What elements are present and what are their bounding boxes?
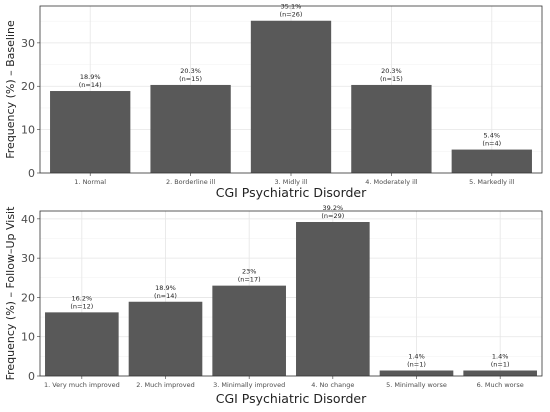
y-tick-label: 40 bbox=[21, 213, 35, 226]
x-tick-label: 5. Markedly ill bbox=[469, 178, 515, 186]
y-tick-label: 20 bbox=[21, 80, 35, 93]
y-tick-label: 10 bbox=[21, 124, 35, 137]
bar bbox=[250, 20, 332, 174]
data-label-count: (n=15) bbox=[380, 75, 403, 83]
x-tick-label: 3. Midly ill bbox=[275, 178, 308, 186]
panel-border bbox=[39, 210, 543, 377]
x-tick-label: 4. No change bbox=[311, 381, 354, 389]
y-tick-label: 30 bbox=[21, 37, 35, 50]
data-label-percent: 5.4% bbox=[484, 132, 501, 140]
bar bbox=[150, 84, 231, 173]
data-label-count: (n=1) bbox=[491, 361, 510, 369]
data-label-count: (n=12) bbox=[70, 302, 93, 310]
data-label-percent: 20.3% bbox=[180, 67, 201, 75]
data-label-percent: 1.4% bbox=[408, 353, 425, 361]
bar bbox=[463, 370, 537, 376]
data-label-count: (n=26) bbox=[280, 11, 303, 19]
data-label-count: (n=14) bbox=[154, 292, 177, 300]
data-label-count: (n=29) bbox=[321, 212, 344, 220]
data-label-percent: 18.9% bbox=[155, 284, 176, 292]
data-label-percent: 18.9% bbox=[80, 73, 101, 81]
bar bbox=[45, 312, 119, 376]
bar bbox=[296, 222, 370, 376]
x-tick-label: 3. Minimally improved bbox=[213, 381, 285, 389]
x-tick-label: 1. Normal bbox=[74, 178, 106, 186]
x-tick-label: 5. Minimally worse bbox=[386, 381, 447, 389]
bar bbox=[379, 370, 454, 376]
x-tick-label: 4. Moderately ill bbox=[365, 178, 418, 186]
y-tick-label: 0 bbox=[28, 370, 35, 383]
y-axis-title: Frequency (%) – Follow–Up Visit bbox=[4, 206, 17, 381]
data-label-count: (n=17) bbox=[238, 276, 261, 284]
y-tick-label: 10 bbox=[21, 331, 35, 344]
data-label-percent: 23% bbox=[242, 268, 256, 276]
data-label-count: (n=15) bbox=[179, 75, 202, 83]
data-label-count: (n=4) bbox=[482, 140, 501, 148]
bar bbox=[212, 285, 286, 376]
data-label-percent: 39.2% bbox=[323, 204, 344, 212]
y-tick-label: 0 bbox=[28, 167, 35, 180]
x-tick-label: 2. Much improved bbox=[136, 381, 195, 389]
data-label-percent: 35.1% bbox=[281, 3, 302, 11]
data-label-percent: 16.2% bbox=[72, 294, 93, 302]
follow-up-chart: 16.2%(n=12)1. Very much improved18.9%(n=… bbox=[4, 204, 543, 406]
x-tick-label: 6. Much worse bbox=[477, 381, 524, 389]
x-tick-label: 1. Very much improved bbox=[44, 381, 120, 389]
data-label-count: (n=1) bbox=[407, 361, 426, 369]
data-label-percent: 1.4% bbox=[492, 353, 509, 361]
bar bbox=[128, 301, 203, 376]
data-label-count: (n=14) bbox=[79, 81, 102, 89]
y-axis-title: Frequency (%) – Baseline bbox=[4, 20, 17, 159]
x-axis-title: CGI Psychiatric Disorder bbox=[216, 185, 367, 200]
y-tick-label: 20 bbox=[21, 291, 35, 304]
y-tick-label: 30 bbox=[21, 252, 35, 265]
data-label-percent: 20.3% bbox=[381, 67, 402, 75]
x-tick-label: 2. Borderline ill bbox=[166, 178, 215, 186]
panel-border bbox=[39, 5, 543, 174]
bar bbox=[451, 149, 532, 173]
bar bbox=[351, 84, 432, 173]
bar bbox=[50, 91, 131, 173]
x-axis-title: CGI Psychiatric Disorder bbox=[216, 391, 367, 406]
